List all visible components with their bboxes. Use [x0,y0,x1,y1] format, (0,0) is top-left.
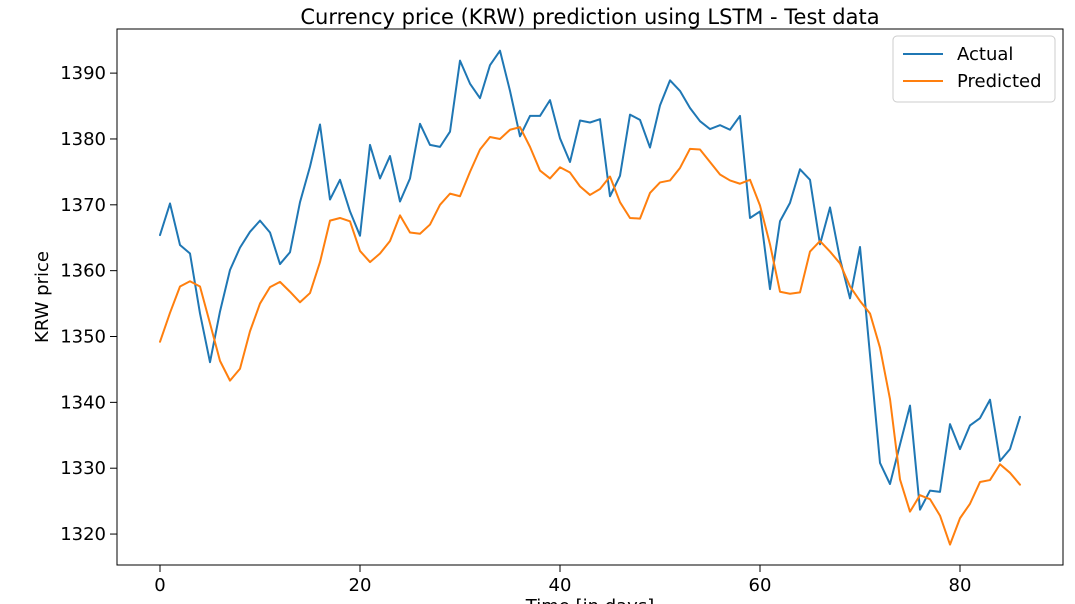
legend: Actual Predicted [892,35,1056,103]
plot-area [116,28,1064,566]
legend-label-predicted: Predicted [957,71,1042,92]
x-tick-label: 40 [549,575,572,596]
series-lines [159,49,1021,546]
y-tick-label: 1380 [60,129,106,150]
y-tick-label: 1370 [60,195,106,216]
y-tick-label: 1340 [60,392,106,413]
y-axis-label: KRW price [32,251,53,343]
y-tick-label: 1330 [60,458,106,479]
legend-box [892,35,1056,103]
series-line-actual [159,49,1021,511]
y-tick-label: 1390 [60,63,106,84]
chart-title: Currency price (KRW) prediction using LS… [300,5,879,29]
y-axis: 1320 1330 1340 1350 1360 1370 1380 1390 [60,63,117,545]
x-tick-label: 80 [949,575,972,596]
y-tick-label: 1360 [60,261,106,282]
x-tick-label: 60 [749,575,772,596]
x-axis-label: Time [in days] [525,596,654,604]
series-line-predicted [159,126,1021,546]
legend-label-actual: Actual [957,44,1013,65]
x-tick-label: 0 [154,575,165,596]
y-tick-label: 1320 [60,524,106,545]
x-tick-label: 20 [349,575,372,596]
x-axis: 0 20 40 60 80 [154,565,971,596]
y-tick-label: 1350 [60,327,106,348]
